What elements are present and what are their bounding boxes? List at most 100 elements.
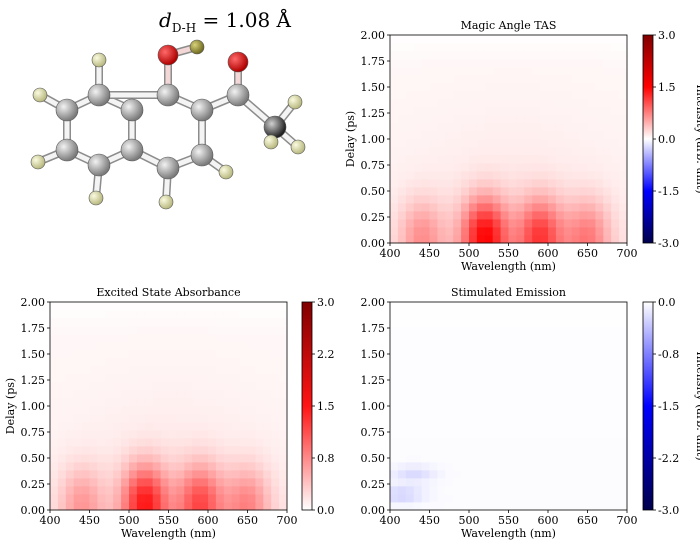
heat-cell	[572, 163, 580, 171]
heat-cell	[398, 302, 406, 310]
heat-cell	[90, 350, 98, 358]
heat-cell	[161, 438, 169, 446]
heat-cell	[588, 107, 596, 115]
heat-cell	[121, 470, 129, 478]
heat-cell	[485, 131, 493, 139]
heat-cell	[595, 310, 603, 318]
heat-cell	[208, 486, 216, 494]
heat-cell	[255, 422, 263, 430]
heat-cell	[58, 454, 66, 462]
heat-cell	[248, 478, 256, 486]
heat-cell	[271, 494, 279, 502]
heat-cell	[603, 115, 611, 123]
heat-cell	[390, 123, 398, 131]
heat-cell	[445, 75, 453, 83]
heat-cell	[422, 139, 430, 147]
heat-cell	[509, 358, 517, 366]
heat-cell	[611, 147, 619, 155]
heat-cell	[66, 302, 74, 310]
colorbar-tick-label: 1.5	[317, 400, 335, 413]
heat-cell	[145, 390, 153, 398]
heat-cell	[271, 358, 279, 366]
heat-cell	[611, 374, 619, 382]
heat-cell	[509, 203, 517, 211]
heat-cell	[137, 486, 145, 494]
heat-cell	[556, 99, 564, 107]
heat-cell	[588, 334, 596, 342]
heat-cell	[137, 342, 145, 350]
heat-cell	[461, 430, 469, 438]
heat-cell	[603, 430, 611, 438]
heat-cell	[50, 334, 58, 342]
heat-cell	[248, 334, 256, 342]
heat-cell	[603, 358, 611, 366]
heat-cell	[105, 454, 113, 462]
x-tick-label: 700	[277, 514, 298, 527]
heat-cell	[255, 334, 263, 342]
heat-cell	[398, 438, 406, 446]
heat-cell	[477, 414, 485, 422]
heat-cell	[532, 235, 540, 243]
heat-cell	[248, 390, 256, 398]
heat-cell	[82, 478, 90, 486]
heat-cell	[493, 414, 501, 422]
heat-cell	[619, 107, 627, 115]
heat-cell	[208, 358, 216, 366]
heat-cell	[66, 390, 74, 398]
heat-cell	[453, 75, 461, 83]
heat-cell	[501, 326, 509, 334]
heat-cell	[509, 462, 517, 470]
heat-cell	[603, 486, 611, 494]
heat-cell	[82, 310, 90, 318]
heat-cell	[516, 171, 524, 179]
heat-cell	[469, 374, 477, 382]
heat-cell	[453, 147, 461, 155]
heat-cell	[422, 398, 430, 406]
heat-cell	[74, 326, 82, 334]
heat-cell	[161, 342, 169, 350]
heat-cell	[493, 211, 501, 219]
heat-cell	[279, 430, 287, 438]
x-tick-label: 500	[119, 514, 140, 527]
heat-cell	[129, 430, 137, 438]
heat-cell	[414, 310, 422, 318]
heat-cell	[477, 139, 485, 147]
heat-cell	[121, 462, 129, 470]
hydrogen-atom	[264, 135, 278, 149]
heat-cell	[121, 502, 129, 510]
heat-cell	[169, 326, 177, 334]
heat-cell	[161, 366, 169, 374]
heat-cell	[501, 366, 509, 374]
heat-cell	[619, 310, 627, 318]
heat-cell	[611, 131, 619, 139]
heat-cell	[113, 430, 121, 438]
heat-cell	[105, 478, 113, 486]
heat-cell	[105, 502, 113, 510]
heat-cell	[477, 59, 485, 67]
heat-cell	[509, 454, 517, 462]
heat-cell	[493, 334, 501, 342]
y-tick-label: 2.00	[21, 296, 46, 309]
heat-cell	[564, 91, 572, 99]
heat-cell	[145, 382, 153, 390]
heat-cell	[580, 366, 588, 374]
heat-cell	[603, 446, 611, 454]
heat-cell	[255, 494, 263, 502]
heat-cell	[548, 235, 556, 243]
heat-cell	[516, 374, 524, 382]
heat-cell	[390, 350, 398, 358]
heat-cell	[422, 446, 430, 454]
heat-cell	[414, 422, 422, 430]
heat-cell	[224, 454, 232, 462]
heat-cell	[461, 147, 469, 155]
heat-cell	[169, 430, 177, 438]
heat-cell	[461, 43, 469, 51]
heat-cell	[532, 406, 540, 414]
heat-cell	[58, 366, 66, 374]
heat-cell	[501, 406, 509, 414]
y-tick-label: 1.25	[361, 107, 386, 120]
heat-cell	[50, 358, 58, 366]
excited-state-absorbance-colorbar: 3.02.21.50.80.0	[302, 296, 335, 517]
heat-cell	[113, 358, 121, 366]
